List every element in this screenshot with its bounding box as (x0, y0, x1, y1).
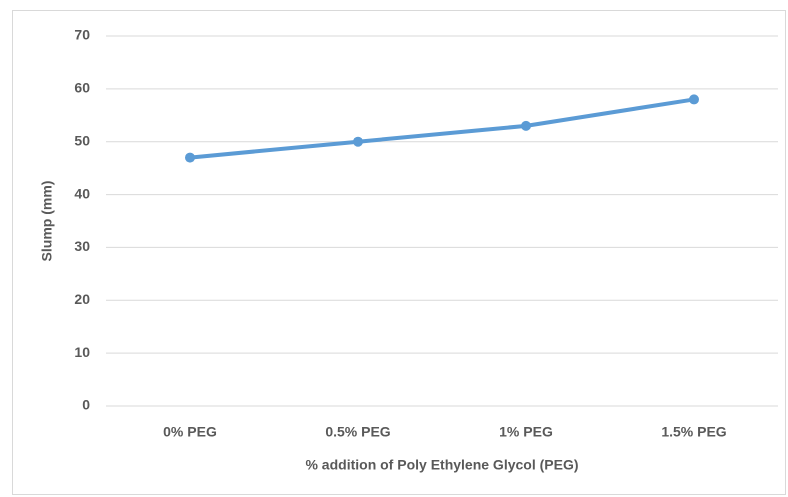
x-tick-label: 0% PEG (163, 424, 217, 440)
y-tick-label: 0 (82, 397, 90, 413)
chart-frame (12, 10, 786, 495)
point (353, 136, 363, 147)
x-axis-title: % addition of Poly Ethylene Glycol (PEG) (305, 457, 578, 473)
y-tick-label: 40 (74, 185, 90, 201)
point (185, 152, 195, 163)
y-tick-label: 50 (74, 132, 90, 148)
y-tick-label: 70 (74, 27, 90, 43)
y-tick-label: 60 (74, 80, 90, 96)
x-tick-label: 1% PEG (499, 424, 553, 440)
y-tick-label: 30 (74, 238, 90, 254)
y-tick-label: 20 (74, 291, 90, 307)
point (689, 94, 699, 105)
x-tick-label: 1.5% PEG (661, 424, 726, 440)
point (521, 120, 531, 131)
y-tick-label: 10 (74, 344, 90, 360)
y-axis-title: Slump (mm) (39, 181, 55, 262)
line (188, 97, 696, 160)
x-tick-label: 0.5% PEG (325, 424, 390, 440)
